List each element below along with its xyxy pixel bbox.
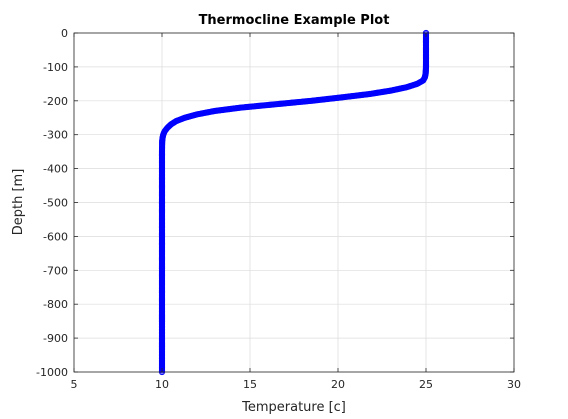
y-tick-label: -600 [43, 230, 68, 243]
axis-ticks: 5 10 15 20 25 30 0 -100 -200 -300 -400 -500 -600 -700… [36, 27, 521, 391]
y-tick-label: -900 [43, 332, 68, 345]
x-axis-label: Temperature [c] [241, 400, 346, 415]
chart-title: Thermocline Example Plot [199, 13, 390, 28]
y-tick-label: -100 [43, 61, 68, 74]
x-tick-label: 20 [331, 378, 345, 391]
y-tick-label: -400 [43, 163, 68, 176]
y-tick-label: -700 [43, 264, 68, 277]
y-tick-label: 0 [61, 27, 68, 40]
x-tick-label: 5 [71, 378, 78, 391]
y-tick-label: -200 [43, 95, 68, 108]
y-tick-label: -1000 [36, 366, 68, 379]
x-tick-label: 10 [155, 378, 169, 391]
y-tick-label: -800 [43, 298, 68, 311]
x-tick-label: 30 [507, 378, 521, 391]
x-tick-label: 15 [243, 378, 257, 391]
y-tick-label: -300 [43, 129, 68, 142]
y-tick-label: -500 [43, 197, 68, 210]
x-tick-label: 25 [419, 378, 433, 391]
y-axis-label: Depth [m] [11, 169, 26, 236]
series-layer [158, 29, 430, 376]
